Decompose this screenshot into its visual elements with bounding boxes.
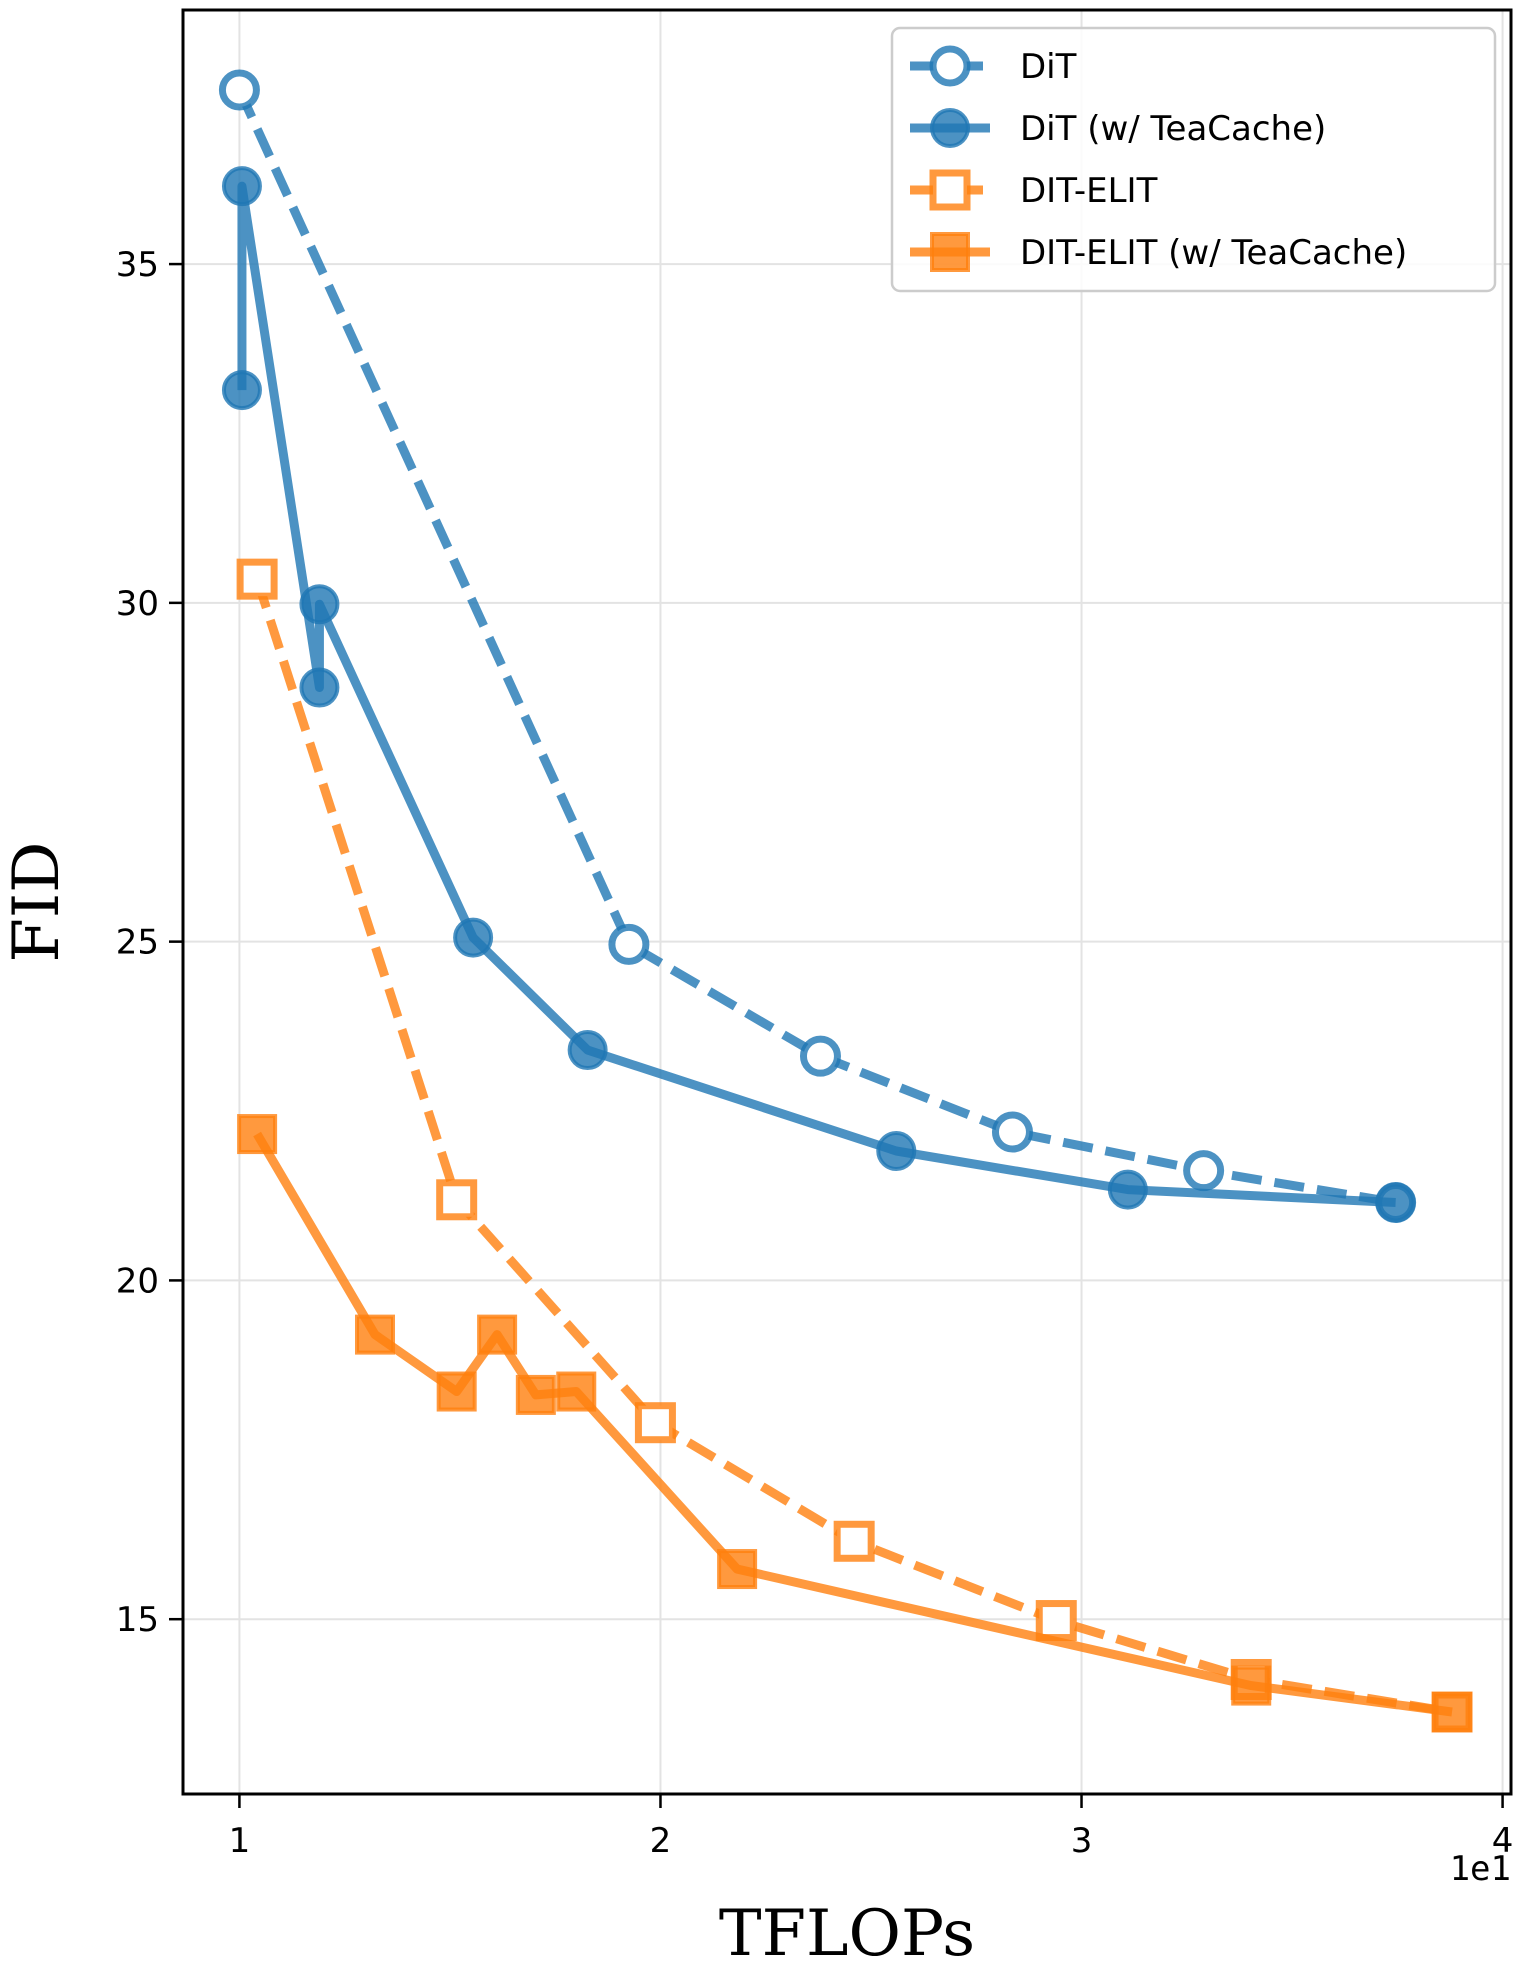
data-point <box>355 1314 395 1355</box>
data-point <box>1107 1169 1148 1210</box>
grid <box>183 10 1511 1794</box>
data-point <box>218 69 260 111</box>
data-point <box>436 1179 478 1221</box>
data-point <box>799 1035 841 1077</box>
x-tick-label: 4 <box>1492 1821 1514 1861</box>
data-point <box>634 1402 676 1444</box>
data-point <box>299 667 340 708</box>
data-point <box>608 923 650 965</box>
x-tick-label: 2 <box>650 1821 672 1861</box>
x-offset-label: 1e1 <box>1450 1849 1511 1889</box>
x-tick-label: 3 <box>1071 1821 1093 1861</box>
y-tick-label: 30 <box>116 584 159 624</box>
legend-box <box>890 26 1497 293</box>
legend-marker <box>930 232 970 272</box>
data-point <box>1035 1600 1077 1642</box>
series-1 <box>221 166 1416 1223</box>
axes-frame <box>181 8 1513 1796</box>
data-point <box>556 1371 597 1412</box>
legend-label: DiT (w/ TeaCache) <box>1020 109 1326 149</box>
series-2 <box>236 558 1473 1733</box>
series-line <box>253 1131 1453 1717</box>
data-point <box>567 1030 608 1071</box>
data-point <box>991 1111 1033 1153</box>
data-point <box>1375 1182 1416 1223</box>
data-point <box>1183 1150 1225 1192</box>
data-point <box>237 1114 278 1155</box>
series-layer <box>218 69 1473 1733</box>
data-point <box>436 1371 477 1412</box>
legend-label: DiT <box>1020 47 1077 87</box>
data-point <box>515 1374 556 1415</box>
data-point <box>221 166 262 207</box>
ticks: 1 2 3 4 15 20 25 30 35 <box>116 245 1514 1861</box>
data-point <box>221 370 262 411</box>
legend-label: DIT-ELIT (w/ TeaCache) <box>1020 233 1407 273</box>
legend-marker <box>929 169 971 211</box>
data-point <box>1231 1665 1272 1706</box>
data-point <box>833 1520 875 1562</box>
data-point <box>1432 1692 1473 1733</box>
legend-marker <box>929 45 971 87</box>
data-point <box>876 1131 917 1172</box>
data-point <box>236 558 278 600</box>
legend-marker <box>930 108 970 148</box>
y-tick-label: 25 <box>116 923 159 963</box>
y-tick-label: 15 <box>116 1600 159 1640</box>
series-3 <box>237 1114 1473 1733</box>
legend: DiT DiT (w/ TeaCache) DIT-ELIT DIT-ELIT (w/… <box>890 26 1497 293</box>
legend-label: DIT-ELIT <box>1020 171 1158 211</box>
series-line <box>235 88 1397 1207</box>
data-point <box>477 1314 518 1355</box>
data-point <box>717 1549 758 1590</box>
y-tick-label: 20 <box>116 1261 159 1301</box>
data-point <box>299 584 340 625</box>
series-0 <box>218 69 1417 1223</box>
data-point <box>453 917 494 958</box>
x-tick-label: 1 <box>229 1821 251 1861</box>
y-tick-label: 35 <box>116 245 159 285</box>
x-axis-label: TFLOPs <box>719 1897 975 1971</box>
y-axis-label: FID <box>0 842 74 963</box>
